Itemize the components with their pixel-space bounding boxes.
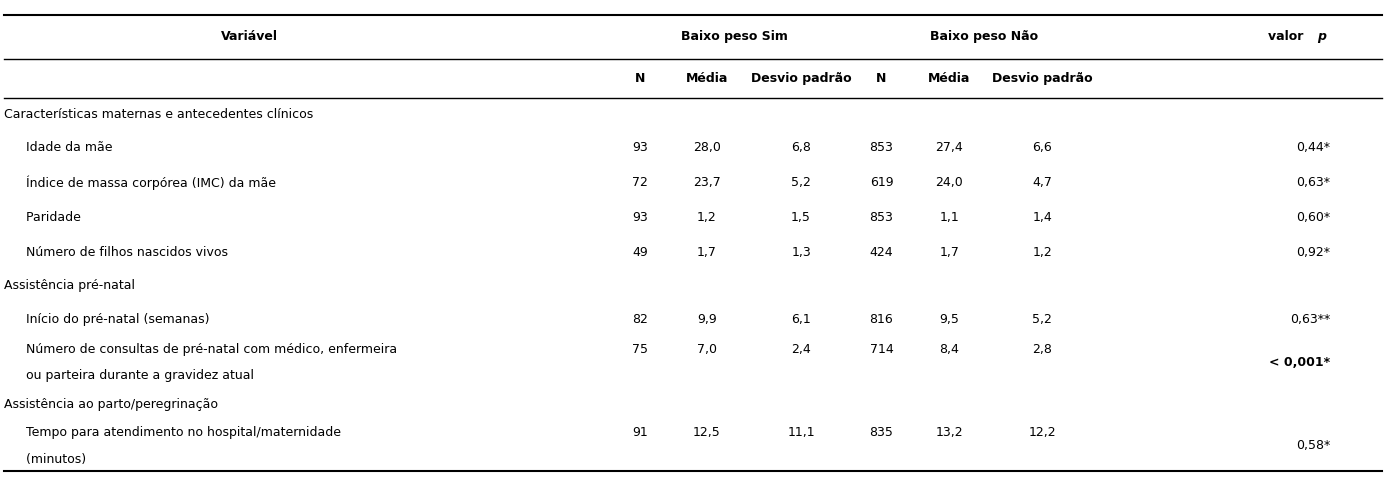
Text: 424: 424 [869, 246, 894, 259]
Text: 11,1: 11,1 [787, 426, 815, 439]
Text: Início do pré-natal (semanas): Início do pré-natal (semanas) [18, 313, 209, 326]
Text: 4,7: 4,7 [1033, 176, 1052, 189]
Text: 619: 619 [869, 176, 894, 189]
Text: 2,4: 2,4 [791, 343, 811, 356]
Text: 5,2: 5,2 [1033, 313, 1052, 326]
Text: Variável: Variável [220, 30, 279, 43]
Text: Assistência ao parto/peregrinação: Assistência ao parto/peregrinação [4, 398, 218, 411]
Text: 93: 93 [632, 141, 649, 155]
Text: 91: 91 [632, 426, 649, 439]
Text: 75: 75 [632, 343, 649, 356]
Text: 0,63**: 0,63** [1290, 313, 1331, 326]
Text: 49: 49 [632, 246, 649, 259]
Text: 1,4: 1,4 [1033, 211, 1052, 224]
Text: N: N [876, 72, 887, 85]
Text: 0,92*: 0,92* [1296, 246, 1331, 259]
Text: 853: 853 [869, 141, 894, 155]
Text: 27,4: 27,4 [936, 141, 963, 155]
Text: Desvio padrão: Desvio padrão [751, 72, 851, 85]
Text: 82: 82 [632, 313, 649, 326]
Text: valor: valor [1268, 30, 1308, 43]
Text: Média: Média [686, 72, 728, 85]
Text: Tempo para atendimento no hospital/maternidade: Tempo para atendimento no hospital/mater… [18, 426, 341, 439]
Text: Número de filhos nascidos vivos: Número de filhos nascidos vivos [18, 246, 229, 259]
Text: Média: Média [929, 72, 970, 85]
Text: 835: 835 [869, 426, 894, 439]
Text: 28,0: 28,0 [693, 141, 721, 155]
Text: 5,2: 5,2 [791, 176, 811, 189]
Text: 23,7: 23,7 [693, 176, 721, 189]
Text: 13,2: 13,2 [936, 426, 963, 439]
Text: ou parteira durante a gravidez atual: ou parteira durante a gravidez atual [18, 369, 254, 382]
Text: Índice de massa corpórea (IMC) da mãe: Índice de massa corpórea (IMC) da mãe [18, 175, 276, 190]
Text: Características maternas e antecedentes clínicos: Características maternas e antecedentes … [4, 108, 313, 121]
Text: 0,63*: 0,63* [1296, 176, 1331, 189]
Text: 9,5: 9,5 [940, 313, 959, 326]
Text: N: N [635, 72, 646, 85]
Text: 6,8: 6,8 [791, 141, 811, 155]
Text: 6,1: 6,1 [791, 313, 811, 326]
Text: 1,5: 1,5 [791, 211, 811, 224]
Text: Idade da mãe: Idade da mãe [18, 141, 112, 155]
Text: p: p [1317, 30, 1325, 43]
Text: Baixo peso Não: Baixo peso Não [930, 30, 1038, 43]
Text: Número de consultas de pré-natal com médico, enfermeira: Número de consultas de pré-natal com méd… [18, 343, 398, 356]
Text: 9,9: 9,9 [697, 313, 717, 326]
Text: < 0,001*: < 0,001* [1270, 356, 1331, 369]
Text: 853: 853 [869, 211, 894, 224]
Text: 1,2: 1,2 [697, 211, 717, 224]
Text: 12,5: 12,5 [693, 426, 721, 439]
Text: 93: 93 [632, 211, 649, 224]
Text: 0,44*: 0,44* [1296, 141, 1331, 155]
Text: Desvio padrão: Desvio padrão [992, 72, 1092, 85]
Text: 1,7: 1,7 [697, 246, 717, 259]
Text: 12,2: 12,2 [1028, 426, 1056, 439]
Text: 24,0: 24,0 [936, 176, 963, 189]
Text: 0,58*: 0,58* [1296, 439, 1331, 452]
Text: 7,0: 7,0 [697, 343, 717, 356]
Text: 72: 72 [632, 176, 649, 189]
Text: Baixo peso Sim: Baixo peso Sim [681, 30, 789, 43]
Text: 1,2: 1,2 [1033, 246, 1052, 259]
Text: 714: 714 [869, 343, 894, 356]
Text: 6,6: 6,6 [1033, 141, 1052, 155]
Text: (minutos): (minutos) [18, 452, 86, 466]
Text: 816: 816 [869, 313, 894, 326]
Text: Assistência pré-natal: Assistência pré-natal [4, 279, 136, 293]
Text: 2,8: 2,8 [1033, 343, 1052, 356]
Text: Paridade: Paridade [18, 211, 80, 224]
Text: 0,60*: 0,60* [1296, 211, 1331, 224]
Text: 1,3: 1,3 [791, 246, 811, 259]
Text: 1,7: 1,7 [940, 246, 959, 259]
Text: 8,4: 8,4 [940, 343, 959, 356]
Text: 1,1: 1,1 [940, 211, 959, 224]
